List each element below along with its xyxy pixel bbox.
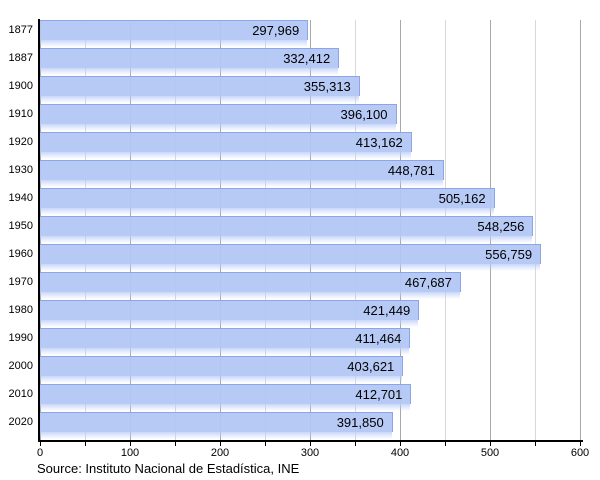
bar-value-label: 355,313 xyxy=(303,79,351,94)
bar-row: 411,464 xyxy=(40,328,581,356)
bar-value-label: 413,162 xyxy=(355,135,403,150)
population-bar: 412,701 xyxy=(40,384,412,411)
bar-value-label: 448,781 xyxy=(387,163,435,178)
bar-value-label: 412,701 xyxy=(355,387,403,402)
y-axis-category-label: 2010 xyxy=(8,388,33,400)
population-bar: 332,412 xyxy=(40,48,340,75)
y-axis-category-label: 1887 xyxy=(8,52,33,64)
bar-row: 391,850 xyxy=(40,412,581,440)
bar-value-label: 421,449 xyxy=(363,303,411,318)
y-axis-labels: 1877 1887 1900 1910 1920 1930 1940 1950 1960 1970… xyxy=(0,20,33,440)
population-bar: 411,464 xyxy=(40,328,411,355)
x-axis-tick-label: 0 xyxy=(36,447,44,459)
bar-value-label: 548,256 xyxy=(477,219,525,234)
y-axis-category-label: 1980 xyxy=(8,304,33,316)
x-axis-tick-label: 100 xyxy=(120,447,140,459)
population-bar: 505,162 xyxy=(40,188,495,215)
population-bar: 297,969 xyxy=(40,20,309,47)
bar-row: 332,412 xyxy=(40,48,581,76)
bar-row: 412,701 xyxy=(40,384,581,412)
bar-row: 556,759 xyxy=(40,244,581,272)
bar-value-label: 391,850 xyxy=(336,415,384,430)
y-axis-category-label: 1990 xyxy=(8,332,33,344)
bar-row: 448,781 xyxy=(40,160,581,188)
y-axis-category-label: 1970 xyxy=(8,276,33,288)
population-bar: 467,687 xyxy=(40,272,461,299)
y-axis-category-label: 1920 xyxy=(8,136,33,148)
bar-row: 413,162 xyxy=(40,132,581,160)
y-axis-category-label: 2020 xyxy=(8,416,33,428)
x-axis-tick-label: 300 xyxy=(300,447,320,459)
bar-value-label: 467,687 xyxy=(404,275,452,290)
bar-row: 421,449 xyxy=(40,300,581,328)
bar-row: 467,687 xyxy=(40,272,581,300)
bar-row: 403,621 xyxy=(40,356,581,384)
y-axis-category-label: 2000 xyxy=(8,360,33,372)
source-caption: Source: Instituto Nacional de Estadístic… xyxy=(37,461,300,476)
plot-area: 297,969 332,412 355,313 396,100 413,162 448,7… xyxy=(40,20,581,440)
x-axis-tick-label: 400 xyxy=(390,447,410,459)
y-axis-category-label: 1930 xyxy=(8,164,33,176)
bar-value-label: 396,100 xyxy=(340,107,388,122)
bar-row: 505,162 xyxy=(40,188,581,216)
population-bar: 403,621 xyxy=(40,356,404,383)
y-axis-category-label: 1910 xyxy=(8,108,33,120)
bar-value-label: 332,412 xyxy=(283,51,331,66)
y-axis-category-label: 1960 xyxy=(8,248,33,260)
population-bar: 421,449 xyxy=(40,300,420,327)
bar-value-label: 505,162 xyxy=(438,191,486,206)
bar-row: 355,313 xyxy=(40,76,581,104)
population-bar: 548,256 xyxy=(40,216,534,243)
bar-value-label: 297,969 xyxy=(252,23,300,38)
y-axis-category-label: 1940 xyxy=(8,192,33,204)
population-bar: 396,100 xyxy=(40,104,397,131)
bar-value-label: 556,759 xyxy=(485,247,533,262)
x-axis-tick-marks xyxy=(40,442,581,446)
x-axis-tick-label: 500 xyxy=(480,447,500,459)
x-axis-line xyxy=(38,440,583,442)
x-axis-tick-label: 600 xyxy=(570,447,590,459)
population-bar: 448,781 xyxy=(40,160,444,187)
y-axis-category-label: 1877 xyxy=(8,24,33,36)
bar-row: 548,256 xyxy=(40,216,581,244)
x-axis-tick-label: 200 xyxy=(210,447,230,459)
population-bar: 556,759 xyxy=(40,244,542,271)
bar-row: 297,969 xyxy=(40,20,581,48)
bar-row: 396,100 xyxy=(40,104,581,132)
y-axis-category-label: 1900 xyxy=(8,80,33,92)
y-axis-category-label: 1950 xyxy=(8,220,33,232)
population-bar: 391,850 xyxy=(40,412,393,439)
bar-value-label: 403,621 xyxy=(347,359,395,374)
population-bar: 413,162 xyxy=(40,132,412,159)
y-axis-line xyxy=(38,19,40,441)
population-bar: 355,313 xyxy=(40,76,360,103)
bar-value-label: 411,464 xyxy=(355,331,402,346)
